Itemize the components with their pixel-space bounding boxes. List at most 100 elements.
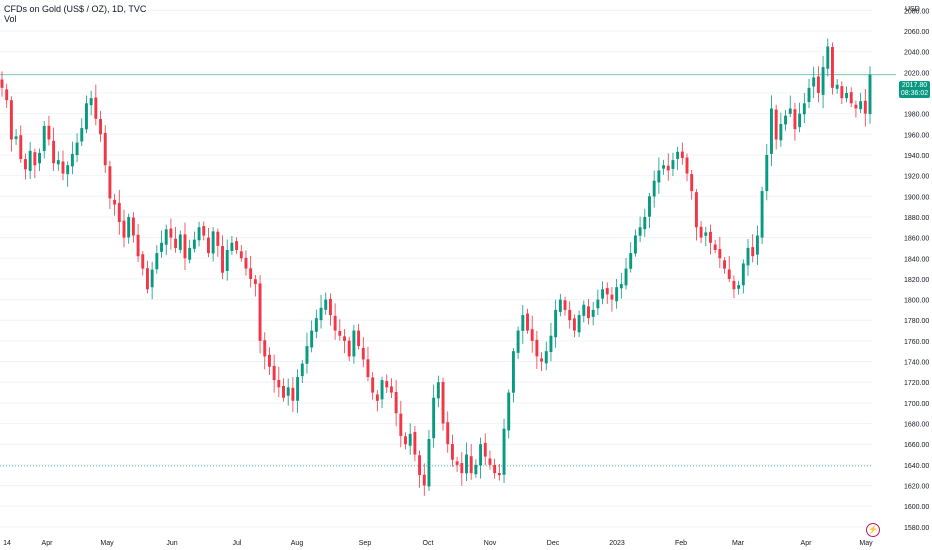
candle-down <box>713 244 717 250</box>
candle-down <box>723 260 727 269</box>
candle-down <box>258 283 262 341</box>
price-tick-label: 1980.00 <box>904 112 929 119</box>
candle-up <box>66 165 70 175</box>
candle-down <box>718 248 722 259</box>
candle-up <box>230 242 234 251</box>
candle-up <box>812 77 816 87</box>
price-tick-label: 1660.00 <box>904 442 929 449</box>
candle-up <box>70 153 74 167</box>
candle-up <box>38 152 41 164</box>
candle-up <box>558 299 562 312</box>
candle-up <box>188 247 192 260</box>
time-tick-label: Sep <box>359 540 372 547</box>
candle-down <box>328 298 332 316</box>
candle-up <box>89 98 93 106</box>
candle-down <box>169 228 173 238</box>
candle-down <box>709 231 712 243</box>
candle-up <box>408 433 412 446</box>
candle-down <box>389 386 393 393</box>
candle-up <box>615 287 619 302</box>
candle-down <box>446 422 450 445</box>
candle-up <box>42 126 46 152</box>
candle-down <box>493 464 497 474</box>
price-tick-label: 1580.00 <box>904 525 929 532</box>
price-tick-label: 1820.00 <box>904 277 929 284</box>
time-tick-label: Dec <box>547 540 560 547</box>
candle-down <box>732 280 736 290</box>
candle-down <box>690 174 694 192</box>
candle-down <box>666 165 670 171</box>
candle-down <box>774 109 778 140</box>
time-axis: 14 Apr May Jun Jul Aug Sep Oct Nov Dec 2023 Feb Mar A… <box>3 540 873 547</box>
candle-down <box>343 336 346 341</box>
candle-up <box>601 289 605 299</box>
candle-down <box>221 246 224 273</box>
time-tick-label: Apr <box>801 540 813 547</box>
price-tick-label: 2080.00 <box>904 8 929 15</box>
candle-down <box>404 436 407 445</box>
candle-down <box>103 132 107 166</box>
time-tick-label: 14 <box>3 540 11 547</box>
candle-down <box>751 247 755 257</box>
candle-up <box>648 196 651 217</box>
candle-up <box>746 247 750 266</box>
candle-up <box>225 249 229 271</box>
candle-up <box>465 454 468 474</box>
lightning-icon[interactable]: ⚡ <box>866 523 880 537</box>
candle-up <box>14 136 18 140</box>
current-price-badge: 2017.80 08:36:02 <box>899 81 930 98</box>
candle-down <box>24 159 27 170</box>
time-tick-label: May <box>100 540 114 547</box>
price-tick-label: 1900.00 <box>904 194 929 201</box>
candle-up <box>319 307 323 321</box>
candle-up <box>633 235 637 254</box>
time-tick-label: Feb <box>675 540 687 547</box>
candle-down <box>413 431 417 455</box>
candle-up <box>28 150 32 171</box>
time-tick-label: Nov <box>484 540 497 547</box>
candle-down <box>333 315 337 331</box>
candle-up <box>755 235 759 255</box>
price-tick-label: 1860.00 <box>904 236 929 243</box>
price-tick-label: 1740.00 <box>904 360 929 367</box>
candle-down <box>52 140 56 164</box>
candle-down <box>572 318 576 331</box>
candle-down <box>202 226 206 236</box>
price-tick-label: 1920.00 <box>904 174 929 181</box>
candle-down <box>854 104 858 109</box>
candle-down <box>244 257 248 269</box>
candle-down <box>727 269 731 279</box>
candle-down <box>0 79 4 88</box>
candle-down <box>277 379 281 388</box>
candle-up <box>798 113 802 128</box>
candle-down <box>840 86 844 99</box>
candle-up <box>760 191 764 238</box>
candle-down <box>61 161 65 174</box>
time-tick-label: Jun <box>166 540 177 547</box>
candle-up <box>704 232 708 236</box>
candle-up <box>56 160 60 165</box>
candle-up <box>765 154 769 192</box>
candle-down <box>361 347 365 360</box>
candle-up <box>197 227 201 241</box>
candle-up <box>305 346 309 364</box>
candle-down <box>206 237 210 254</box>
candle-up <box>662 165 666 169</box>
candle-up <box>802 103 806 115</box>
candle-up <box>638 227 642 236</box>
candle-down <box>141 254 145 269</box>
candle-down <box>469 456 473 474</box>
candle-up <box>164 229 168 245</box>
candle-down <box>235 241 239 250</box>
volume-indicator-label[interactable]: Vol <box>4 14 17 24</box>
candle-down <box>272 365 276 381</box>
candle-down <box>530 329 534 341</box>
candle-down <box>216 231 220 246</box>
time-tick-label: Oct <box>423 540 434 547</box>
candle-down <box>816 76 820 93</box>
candle-down <box>540 358 544 362</box>
grid-lines <box>0 9 872 528</box>
candle-down <box>831 46 834 88</box>
candle-down <box>239 251 243 259</box>
